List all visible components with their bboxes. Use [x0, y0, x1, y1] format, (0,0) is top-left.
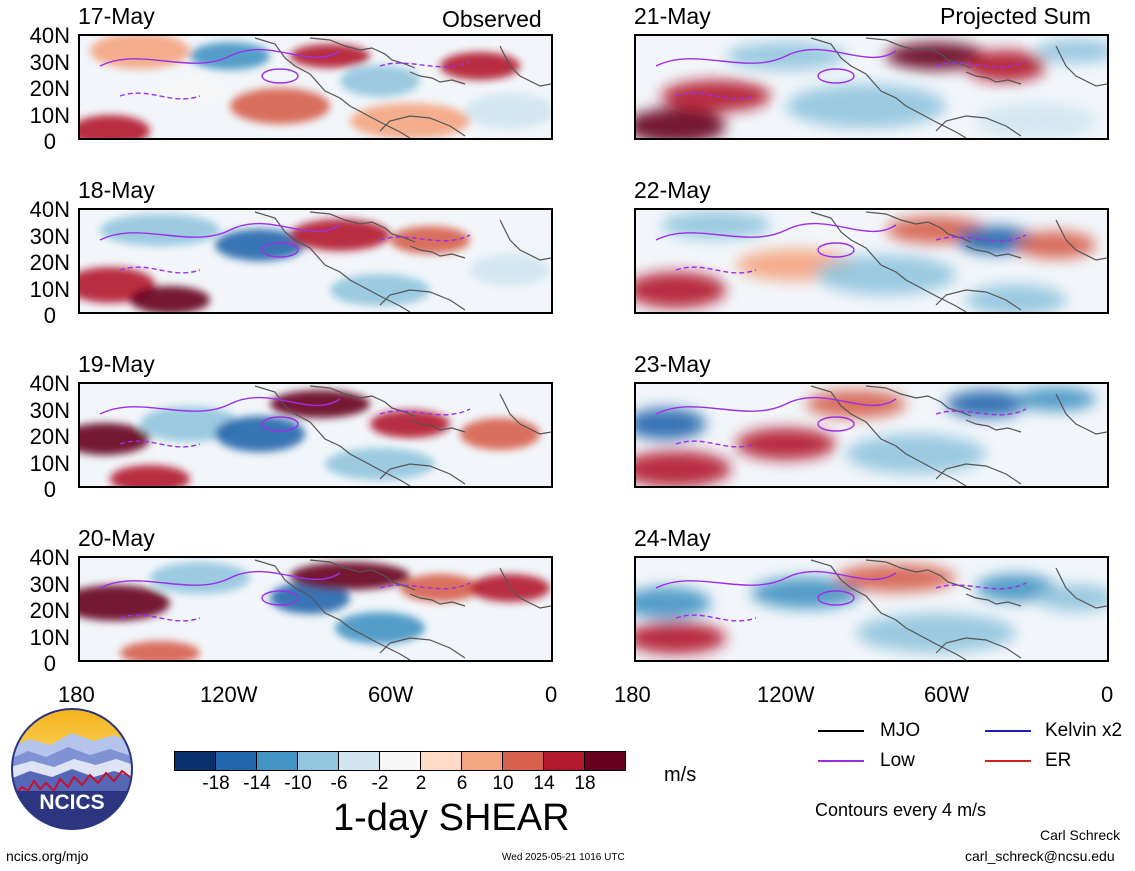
panel-date-proj-3: 23-May [634, 351, 711, 377]
lat-label: 10N [29, 103, 70, 128]
legend-label-mjo: MJO [880, 720, 921, 741]
shear-field-map [636, 558, 1107, 660]
lat-label: 0 [43, 477, 56, 502]
logo-text: NCICS [39, 791, 104, 814]
colorbar-tick: 2 [415, 773, 427, 794]
map-panel-proj-1 [634, 34, 1109, 140]
map-panel-proj-3 [634, 382, 1109, 488]
lon-label-obs-120w: 120W [200, 682, 258, 707]
legend-label-low: Low [880, 750, 915, 771]
colorbar-title: 1-day SHEAR [333, 797, 570, 839]
lat-label: 20N [29, 424, 70, 449]
panel-date-obs-3: 19-May [78, 351, 155, 377]
lat-label: 10N [29, 277, 70, 302]
lat-label: 20N [29, 250, 70, 275]
colorbar-swatch [257, 752, 298, 770]
lon-label-proj-120w: 120W [757, 682, 815, 707]
author: Carl Schreck [1040, 827, 1121, 843]
shear-field-map [636, 384, 1107, 486]
map-panel-obs-2 [78, 208, 553, 314]
lon-label-obs-180: 180 [58, 682, 95, 707]
legend-label-er: ER [1045, 750, 1072, 771]
legend-line-kelvin [985, 730, 1031, 732]
colorbar-units: m/s [664, 764, 697, 786]
panel-date-obs-4: 20-May [78, 525, 155, 551]
shear-field-map [80, 36, 551, 138]
lat-label: 20N [29, 76, 70, 101]
shear-field-map [80, 210, 551, 312]
colorbar-swatch [544, 752, 585, 770]
map-panel-obs-4 [78, 556, 553, 662]
colorbar-swatch [380, 752, 421, 770]
map-panel-proj-4 [634, 556, 1109, 662]
observed-heading: Observed [442, 6, 542, 32]
colorbar-tick: 6 [456, 773, 468, 794]
colorbar-tick: 10 [492, 773, 514, 794]
ncics-logo: NCICS [10, 707, 134, 831]
colorbar-swatch [298, 752, 339, 770]
colorbar-tick: -18 [202, 773, 230, 794]
colorbar-tick: 14 [533, 773, 555, 794]
legend-label-kelvin: Kelvin x2 [1045, 720, 1123, 741]
colorbar-tick: -2 [371, 773, 389, 794]
shear-field-map [636, 210, 1107, 312]
panel-date-obs-1: 17-May [78, 3, 155, 29]
legend-line-er [985, 760, 1031, 762]
colorbar-tick: -14 [243, 773, 271, 794]
lat-label: 20N [29, 598, 70, 623]
colorbar-tick: -6 [330, 773, 348, 794]
colorbar-swatch [503, 752, 544, 770]
panel-date-obs-2: 18-May [78, 177, 155, 203]
lat-label: 30N [29, 50, 70, 75]
lat-label: 10N [29, 451, 70, 476]
lat-label: 0 [43, 129, 56, 154]
colorbar-swatch [175, 752, 216, 770]
map-panel-obs-3 [78, 382, 553, 488]
legend-line-low [818, 760, 864, 762]
panel-date-proj-2: 22-May [634, 177, 711, 203]
shear-field-map [80, 558, 551, 660]
map-panel-proj-2 [634, 208, 1109, 314]
colorbar-tick: 18 [574, 773, 596, 794]
author-email[interactable]: carl_schreck@ncsu.edu [965, 848, 1115, 864]
lat-label: 30N [29, 572, 70, 597]
map-panel-obs-1 [78, 34, 553, 140]
colorbar-swatch [585, 752, 625, 770]
colorbar-swatch [462, 752, 503, 770]
contour-note: Contours every 4 m/s [815, 800, 987, 820]
timestamp: Wed 2025-05-21 1016 UTC [502, 852, 625, 863]
site-link[interactable]: ncics.org/mjo [6, 848, 89, 864]
panel-date-proj-1: 21-May [634, 3, 711, 29]
colorbar-swatch [339, 752, 380, 770]
colorbar [174, 751, 626, 771]
colorbar-tick: -10 [284, 773, 312, 794]
lon-label-proj-60w: 60W [924, 682, 970, 707]
lon-label-proj-0: 0 [1101, 682, 1114, 707]
projected-heading: Projected Sum [940, 3, 1091, 29]
lat-label: 30N [29, 224, 70, 249]
lat-label: 40N [29, 371, 70, 396]
lon-label-obs-0: 0 [545, 682, 558, 707]
lat-label: 10N [29, 625, 70, 650]
lat-label: 30N [29, 398, 70, 423]
lon-label-proj-180: 180 [614, 682, 651, 707]
legend-line-mjo [818, 730, 864, 732]
panel-date-proj-4: 24-May [634, 525, 711, 551]
colorbar-swatch [216, 752, 257, 770]
lat-label: 40N [29, 23, 70, 48]
lon-label-obs-60w: 60W [368, 682, 414, 707]
colorbar-swatch [421, 752, 462, 770]
lat-label: 40N [29, 197, 70, 222]
shear-field-map [636, 36, 1107, 138]
lat-label: 0 [43, 651, 56, 676]
lat-label: 0 [43, 303, 56, 328]
lat-label: 40N [29, 545, 70, 570]
shear-field-map [80, 384, 551, 486]
